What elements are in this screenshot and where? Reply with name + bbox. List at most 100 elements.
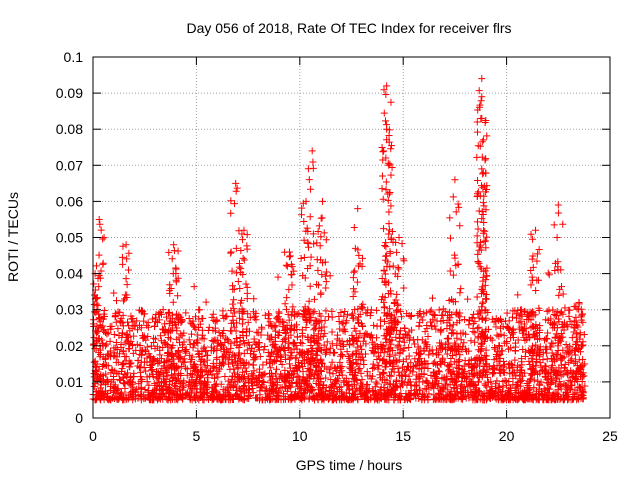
data-point — [475, 323, 483, 331]
data-point — [317, 290, 325, 298]
data-point — [400, 338, 408, 346]
data-point — [428, 379, 436, 387]
data-point — [143, 358, 151, 366]
data-point — [240, 350, 248, 358]
data-point — [372, 378, 380, 386]
data-point — [454, 200, 462, 208]
data-point — [558, 323, 566, 331]
data-point — [258, 396, 266, 404]
data-point — [287, 371, 295, 379]
data-point — [267, 364, 275, 372]
data-point — [283, 373, 291, 381]
data-point — [383, 82, 391, 90]
data-point — [307, 342, 315, 350]
data-point — [432, 325, 440, 333]
data-point — [166, 289, 174, 297]
data-point — [240, 359, 248, 367]
data-point — [237, 265, 245, 273]
data-point — [243, 289, 251, 297]
data-point — [385, 208, 393, 216]
data-point — [295, 375, 303, 383]
data-point — [373, 380, 381, 388]
data-point — [376, 316, 384, 324]
data-point — [125, 249, 133, 257]
data-point — [473, 128, 481, 136]
data-point — [131, 321, 139, 329]
data-point — [547, 319, 555, 327]
data-point — [474, 360, 482, 368]
data-point — [288, 281, 296, 289]
data-point — [156, 351, 164, 359]
data-point — [366, 372, 374, 380]
data-point — [426, 318, 434, 326]
data-point — [460, 339, 468, 347]
data-point — [382, 335, 390, 343]
data-point — [392, 391, 400, 399]
data-point — [153, 357, 161, 365]
data-point — [544, 269, 552, 277]
data-point — [449, 321, 457, 329]
data-point — [300, 395, 308, 403]
data-point — [576, 383, 584, 391]
data-point — [337, 309, 345, 317]
data-point — [383, 262, 391, 270]
data-point — [155, 316, 163, 324]
data-point — [557, 283, 565, 291]
data-point — [192, 325, 200, 333]
data-point — [495, 382, 503, 390]
data-point — [265, 386, 273, 394]
data-point — [213, 388, 221, 396]
data-point — [509, 313, 516, 321]
data-point — [287, 383, 295, 391]
data-point — [196, 320, 204, 328]
data-point — [567, 396, 575, 404]
data-point — [484, 309, 492, 317]
data-point — [288, 263, 296, 271]
data-point — [164, 394, 172, 402]
data-point — [112, 297, 120, 305]
data-point — [572, 303, 580, 311]
data-point — [243, 283, 251, 291]
x-tick-label: 20 — [499, 428, 515, 444]
data-point — [519, 346, 527, 354]
data-point — [442, 340, 450, 348]
data-point — [103, 340, 111, 348]
data-point — [215, 328, 223, 336]
data-point — [200, 335, 208, 343]
data-point — [198, 326, 206, 334]
data-point — [168, 371, 176, 379]
data-point — [116, 318, 124, 326]
data-point — [173, 391, 181, 399]
data-point — [232, 187, 240, 195]
data-point — [264, 315, 272, 323]
data-point — [240, 395, 248, 403]
data-point — [497, 369, 505, 377]
data-point — [412, 361, 420, 369]
data-point — [482, 314, 490, 322]
data-point — [293, 345, 301, 353]
data-point — [178, 393, 186, 401]
data-point — [479, 369, 487, 377]
data-point — [452, 394, 460, 402]
data-point — [505, 389, 513, 397]
data-point — [431, 358, 439, 366]
data-point — [333, 341, 341, 349]
data-point — [533, 250, 541, 258]
data-point — [507, 344, 515, 352]
data-point — [198, 353, 206, 361]
data-point — [125, 345, 133, 353]
data-point — [509, 333, 517, 341]
data-point — [137, 383, 145, 391]
data-point — [238, 320, 246, 328]
data-point — [581, 382, 589, 390]
data-point — [500, 339, 508, 347]
data-point — [471, 329, 479, 337]
data-point — [366, 312, 374, 320]
data-point — [253, 394, 261, 402]
data-point — [163, 313, 171, 321]
data-point — [282, 261, 290, 269]
data-point — [400, 284, 408, 292]
data-point — [209, 310, 217, 318]
data-point — [431, 372, 439, 380]
data-point — [479, 210, 487, 218]
